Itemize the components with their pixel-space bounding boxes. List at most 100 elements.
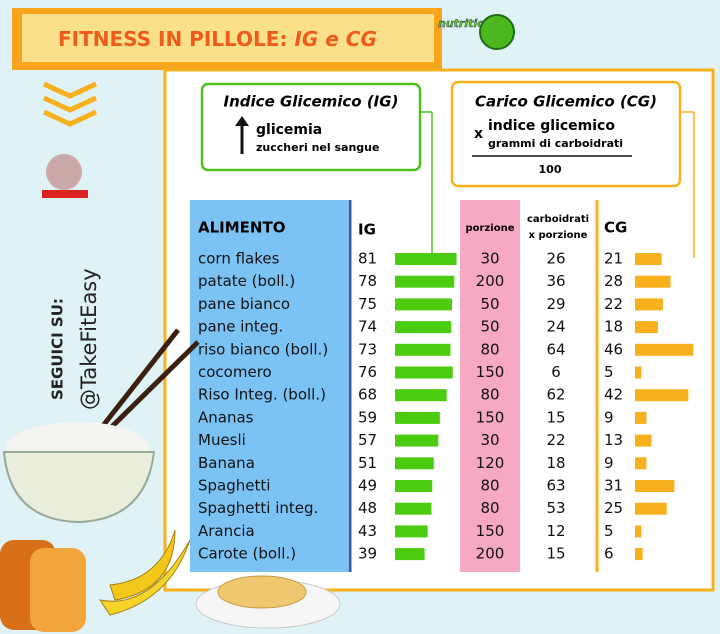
ig-line1: glicemia [256, 122, 322, 138]
carbs-value: 36 [546, 272, 565, 290]
cg-title: Carico Glicemico (CG) [475, 93, 657, 111]
mascot [46, 154, 82, 190]
portion-value: 50 [480, 295, 499, 313]
ig-bar [395, 480, 433, 492]
carbs-value: 12 [546, 522, 565, 540]
ig-value: 48 [358, 499, 377, 517]
cg-bar [635, 389, 689, 402]
food-name: Spaghetti integ. [198, 499, 318, 517]
title-main: FITNESS IN PILLOLE: [58, 27, 287, 51]
header-inner [22, 14, 434, 62]
chevrons [42, 81, 98, 127]
food-name: Carote (boll.) [198, 545, 296, 563]
portion-value: 150 [476, 408, 505, 426]
food-name: Ananas [198, 408, 254, 426]
cg-bar [635, 480, 675, 492]
portion-value: 80 [480, 499, 499, 517]
cg-value: 5 [604, 363, 614, 381]
follow-label: SEGUICI SU: [49, 298, 67, 400]
portion-value: 120 [476, 454, 505, 472]
portion-value: 150 [476, 363, 505, 381]
carbs-value: 22 [546, 431, 565, 449]
cg-bar [635, 548, 643, 561]
mascot-badge [42, 190, 88, 198]
cg-bar [635, 525, 642, 538]
ig-value: 75 [358, 295, 377, 313]
cg-denominator: grammi di carboidrati [488, 137, 623, 150]
cg-value: 9 [604, 454, 614, 472]
portion-value: 200 [476, 545, 505, 563]
cg-value: 28 [604, 272, 623, 290]
carbs-value: 15 [546, 408, 565, 426]
food-name: corn flakes [198, 250, 280, 268]
cg-bar [635, 457, 647, 470]
carbs-value: 63 [546, 477, 565, 495]
header-cg: CG [604, 219, 627, 237]
carbs-value: 53 [546, 499, 565, 517]
cg-divisor: 100 [539, 163, 562, 176]
cg-value: 13 [604, 431, 623, 449]
cg-value: 31 [604, 477, 623, 495]
ig-value: 76 [358, 363, 377, 381]
portion-value: 30 [480, 250, 499, 268]
ig-bar [395, 548, 425, 561]
ig-bar [395, 525, 428, 538]
carbs-value: 18 [546, 454, 565, 472]
cg-bar [635, 434, 652, 447]
portion-value: 50 [480, 318, 499, 336]
cg-value: 21 [604, 250, 623, 268]
carbs-value: 62 [546, 386, 565, 404]
ig-bar [395, 343, 451, 356]
cg-bar [635, 366, 642, 379]
cg-value: 46 [604, 340, 623, 358]
food-name: pane bianco [198, 295, 290, 313]
ig-bar [395, 253, 457, 265]
ig-value: 59 [358, 408, 377, 426]
food-name: pane integ. [198, 318, 283, 336]
handle: @TakeFitEasy [77, 268, 101, 410]
food-decoration [0, 328, 341, 632]
food-name: riso bianco (boll.) [198, 340, 328, 358]
cg-numerator: indice glicemico [488, 118, 615, 134]
ig-line2: zuccheri nel sangue [256, 141, 379, 154]
cg-bar [635, 298, 663, 311]
title-em: IG e CG [294, 27, 376, 51]
cg-bar [635, 343, 694, 356]
portion-value: 80 [480, 340, 499, 358]
ig-title: Indice Glicemico (IG) [224, 93, 399, 111]
portion-value: 80 [480, 477, 499, 495]
logo-text: nutrition [438, 17, 493, 30]
food-name: cocomero [198, 363, 272, 381]
ig-value: 73 [358, 340, 377, 358]
portion-value: 150 [476, 522, 505, 540]
header-ig: IG [358, 221, 376, 239]
cg-bar [635, 502, 667, 515]
cg-bar [635, 253, 662, 265]
carbs-value: 6 [551, 363, 561, 381]
header-carbs-2: x porzione [529, 230, 588, 241]
ig-value: 68 [358, 386, 377, 404]
cg-box [450, 80, 682, 188]
food-name: Arancia [198, 522, 255, 540]
cg-value: 9 [604, 408, 614, 426]
ig-bar [395, 366, 453, 379]
ig-bar [395, 434, 439, 447]
ig-value: 74 [358, 318, 377, 336]
portion-value: 200 [476, 272, 505, 290]
cg-times: x [474, 126, 483, 142]
cg-value: 22 [604, 295, 623, 313]
ig-value: 78 [358, 272, 377, 290]
food-name: Banana [198, 454, 255, 472]
carbs-value: 24 [546, 318, 565, 336]
portion-column [460, 200, 520, 572]
carbs-value: 29 [546, 295, 565, 313]
ig-value: 57 [358, 431, 377, 449]
rows: corn flakes 81 30 26 21 patate (boll.) 78 200 36… [198, 250, 694, 563]
ig-value: 43 [358, 522, 377, 540]
logo-icon [479, 14, 515, 50]
carbs-value: 26 [546, 250, 565, 268]
header-title: FITNESS IN PILLOLE: IG e CG [58, 27, 377, 51]
portion-value: 80 [480, 386, 499, 404]
carbs-value: 64 [546, 340, 565, 358]
